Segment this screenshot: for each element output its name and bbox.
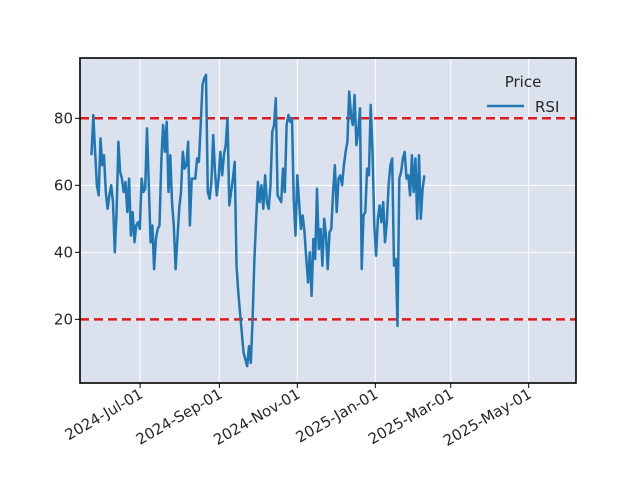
y-axis: 20 40 60 80 bbox=[54, 109, 80, 328]
plot-frame bbox=[79, 57, 577, 384]
series-line-rsi bbox=[90, 73, 426, 368]
legend: Price RSI bbox=[487, 73, 559, 116]
y-tick-label: 80 bbox=[54, 109, 73, 127]
legend-entry-rsi: RSI bbox=[535, 98, 559, 116]
y-tick-label: 40 bbox=[54, 243, 73, 261]
legend-title: Price bbox=[505, 73, 542, 91]
plot-area bbox=[80, 58, 576, 383]
y-tick-label: 60 bbox=[54, 176, 73, 194]
reference-lines bbox=[80, 117, 576, 321]
series-layer bbox=[90, 73, 426, 368]
y-tick-label: 20 bbox=[54, 310, 73, 328]
